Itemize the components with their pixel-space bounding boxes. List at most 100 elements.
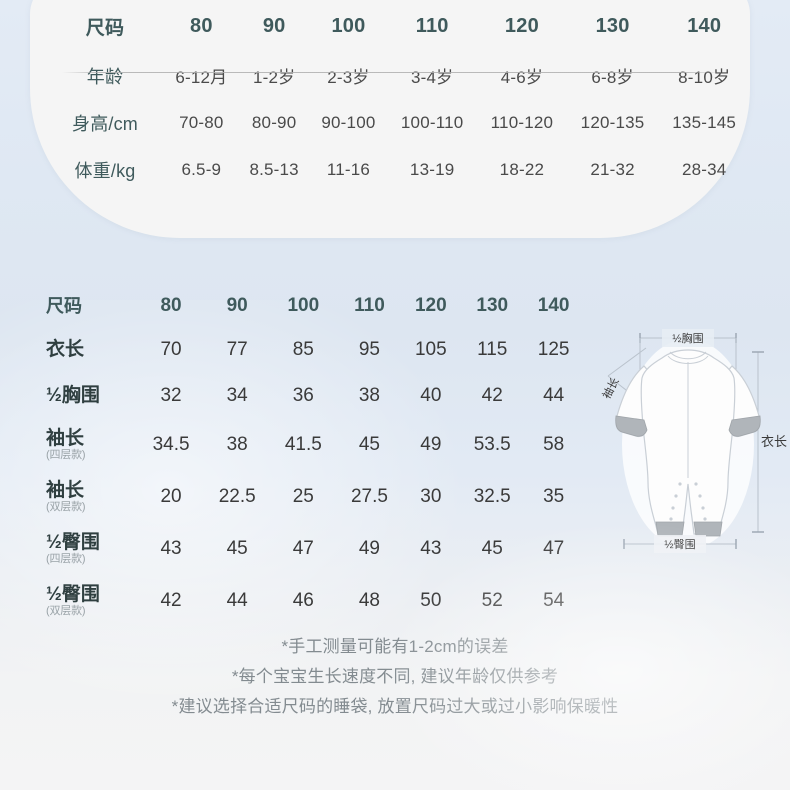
size-overview-table: 尺码 80 90 100 110 120 130 140 年龄 6-12月 1-… [30,0,750,193]
header-cell-size-5: 130 [595,14,630,37]
header-cell-size-6: 140 [687,14,722,37]
cell-weight-3: 13-19 [409,159,455,179]
cell-half-chest-2: 36 [292,385,314,406]
cell-sleeve-four-0: 34.5 [152,434,190,455]
header-cell-size-0: 80 [160,295,182,316]
cell-height-5: 120-135 [580,112,645,132]
row-label-height: 身高/cm [72,113,138,134]
cell-garment-length-3: 95 [358,339,380,360]
cell-sleeve-four-5: 53.5 [473,434,511,455]
cell-half-hip-four-0: 43 [160,538,182,559]
cell-height-1: 80-90 [251,112,297,132]
cell-half-chest-5: 42 [481,385,503,406]
measurement-table: 尺码 80 90 100 110 120 130 140 衣长 70 77 85… [42,285,582,627]
footnotes: *手工测量可能有1-2cm的误差 *每个宝宝生长速度不同, 建议年龄仅供参考 *… [0,632,790,722]
footnote-measurement-tolerance: *手工测量可能有1-2cm的误差 [281,637,509,656]
cell-height-6: 135-145 [672,112,737,132]
cell-sleeve-four-2: 41.5 [284,434,322,455]
measurement-table-wrapper: 尺码 80 90 100 110 120 130 140 衣长 70 77 85… [42,285,582,627]
row-label-text: ½胸围 [46,385,100,407]
table-row-height: 身高/cm 70-80 80-90 90-100 100-110 110-120… [30,99,750,146]
cell-half-hip-four-5: 45 [481,538,503,559]
cell-garment-length-2: 85 [292,339,314,360]
hip-label: ½臀围 [664,538,695,551]
cell-sleeve-double-4: 30 [420,486,442,507]
cell-half-chest-6: 44 [543,385,565,406]
header-cell-size-1: 90 [226,295,248,316]
cell-half-hip-double-4: 50 [420,590,442,611]
cell-sleeve-four-1: 38 [226,434,248,455]
cell-weight-5: 21-32 [590,159,635,179]
row-label-text: 袖长 [46,427,85,449]
cell-garment-length-1: 77 [226,339,248,360]
header-cell-size-5: 130 [476,295,509,316]
header-cell-size-2: 100 [331,14,366,37]
cell-half-hip-double-2: 46 [292,590,314,611]
footnote-size-recommendation: *建议选择合适尺码的睡袋, 放置尺码过大或过小影响保暖性 [171,697,619,716]
row-label-sub: (双层款) [46,500,86,513]
row-label-sub: (四层款) [46,552,86,565]
cell-garment-length-6: 125 [537,339,570,360]
cell-weight-4: 18-22 [499,159,545,179]
cell-half-hip-double-5: 52 [481,590,503,611]
table-row-header: 尺码 80 90 100 110 120 130 140 [30,0,750,52]
cell-garment-length-5: 115 [477,339,508,360]
header-cell-size-0: 80 [190,14,213,37]
cell-age-1: 1-2岁 [252,68,296,87]
cell-sleeve-four-3: 45 [358,434,380,455]
cell-height-2: 90-100 [321,112,376,132]
table-row-weight: 体重/kg 6.5-9 8.5-13 11-16 13-19 18-22 21-… [30,146,750,193]
cell-age-4: 4-6岁 [500,68,544,87]
header-cell-size-4: 120 [504,14,539,37]
row-label-half-chest: ½胸围 [42,373,138,419]
row-label-text: 衣长 [46,339,85,361]
row-label-size: 尺码 [46,295,82,316]
chest-label: ½胸围 [672,331,703,345]
cell-half-chest-1: 34 [226,385,248,406]
size-overview-card: 尺码 80 90 100 110 120 130 140 年龄 6-12月 1-… [30,0,750,238]
cell-sleeve-double-1: 22.5 [218,486,256,507]
garment-measurement-diagram: .dimline { stroke:#b9c2cc; stroke-width:… [600,312,790,562]
cell-age-6: 8-10岁 [678,68,731,87]
row-label-sleeve-four-layer: 袖长 (四层款) [42,419,138,471]
cell-half-hip-double-0: 42 [160,590,182,611]
row-label-text: 袖长 [46,479,85,501]
cell-half-hip-four-6: 47 [543,538,565,559]
header-cell-size-3: 110 [415,14,449,37]
cell-half-chest-0: 32 [160,385,182,406]
header-cell-size-2: 100 [287,295,320,316]
cell-height-3: 100-110 [400,112,464,132]
header-cell-size-1: 90 [262,14,286,37]
table-row-header: 尺码 80 90 100 110 120 130 140 [42,285,582,327]
cell-sleeve-double-2: 25 [292,486,314,507]
cell-sleeve-double-3: 27.5 [350,486,388,507]
cell-age-0: 6-12月 [175,68,228,87]
row-label-size: 尺码 [85,17,125,39]
row-label-garment-length: 衣长 [42,327,138,373]
row-label-sleeve-double-layer: 袖长 (双层款) [42,471,138,523]
footnote-growth-reference: *每个宝宝生长速度不同, 建议年龄仅供参考 [231,667,559,686]
length-label: 衣长 [761,434,787,449]
cell-weight-1: 8.5-13 [249,159,299,179]
cell-half-hip-four-3: 49 [358,538,380,559]
cell-height-4: 110-120 [490,112,554,132]
row-label-age: 年龄 [86,66,124,87]
cell-half-hip-double-6: 54 [543,590,565,611]
cell-half-hip-four-2: 47 [292,538,314,559]
header-cell-size-3: 110 [354,295,385,316]
sleeve-dimension-line [607,347,647,377]
cell-weight-2: 11-16 [326,159,371,179]
cell-age-3: 3-4岁 [410,68,454,87]
cell-weight-0: 6.5-9 [181,159,222,179]
row-label-half-hip-four-layer: ½臀围 (四层款) [42,523,138,575]
cell-sleeve-double-6: 35 [543,486,565,507]
row-label-weight: 体重/kg [74,160,136,181]
cell-sleeve-four-6: 58 [543,434,565,455]
cell-half-hip-double-3: 48 [358,590,380,611]
cell-half-chest-3: 38 [358,385,380,406]
cell-sleeve-four-4: 49 [420,434,442,455]
cell-height-0: 70-80 [179,112,224,132]
cell-half-hip-four-1: 45 [226,538,248,559]
table-row-sleeve-four-layer: 袖长 (四层款) 34.5 38 41.5 45 49 53.5 58 [42,419,582,471]
